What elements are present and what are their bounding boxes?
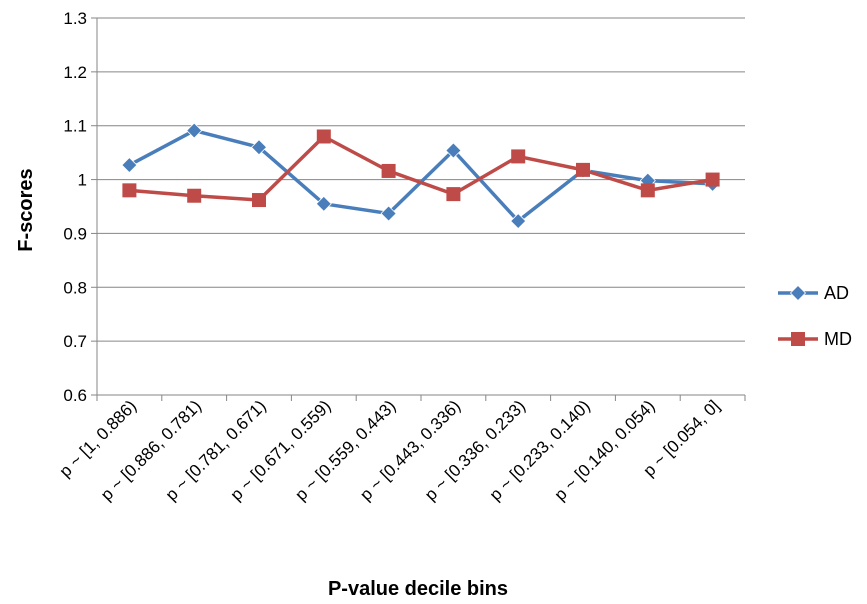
y-tick-label: 0.6 — [63, 386, 87, 405]
data-point-md — [187, 188, 202, 203]
y-tick-label: 1.1 — [63, 117, 87, 136]
data-point-md — [446, 187, 461, 202]
x-axis-title: P-value decile bins — [328, 578, 508, 600]
y-tick-label: 1 — [78, 171, 87, 190]
data-point-ad — [445, 142, 462, 159]
data-point-ad — [315, 195, 332, 212]
series-line-ad — [128, 128, 713, 223]
y-axis-title: F-scores — [15, 168, 37, 251]
data-point-ad — [186, 122, 203, 139]
gridlines — [97, 17, 745, 342]
data-point-md — [640, 183, 655, 198]
data-point-md — [381, 163, 396, 178]
legend: AD MD — [778, 283, 852, 349]
data-point-md — [511, 149, 526, 164]
data-point-ad — [510, 212, 527, 230]
legend-marker-ad — [789, 284, 807, 302]
y-tick-label: 0.7 — [63, 332, 87, 351]
y-tick-labels: 0.6 0.7 0.8 0.9 1 1.1 1.2 1.3 — [63, 9, 87, 405]
data-point-ad — [250, 139, 268, 156]
series-line-md — [129, 134, 713, 202]
y-tick-label: 0.9 — [63, 224, 87, 243]
data-point-md — [252, 193, 266, 208]
data-point-ad — [380, 205, 397, 222]
data-point-ad — [121, 156, 138, 174]
legend-label-md: MD — [824, 329, 852, 349]
series-lines — [121, 122, 721, 230]
x-tick-labels: p ~ [1, 0.886)p ~ [0.886, 0.781)p ~ [0.7… — [56, 396, 724, 504]
data-point-md — [576, 162, 590, 177]
y-tick-label: 1.3 — [63, 9, 87, 28]
data-point-md — [705, 172, 720, 187]
legend-label-ad: AD — [824, 283, 849, 303]
legend-marker-md — [791, 332, 805, 346]
axes — [91, 17, 746, 401]
data-point-md — [122, 183, 137, 198]
y-tick-label: 0.8 — [63, 278, 87, 297]
data-point-md — [316, 129, 331, 144]
y-tick-label: 1.2 — [63, 63, 87, 82]
